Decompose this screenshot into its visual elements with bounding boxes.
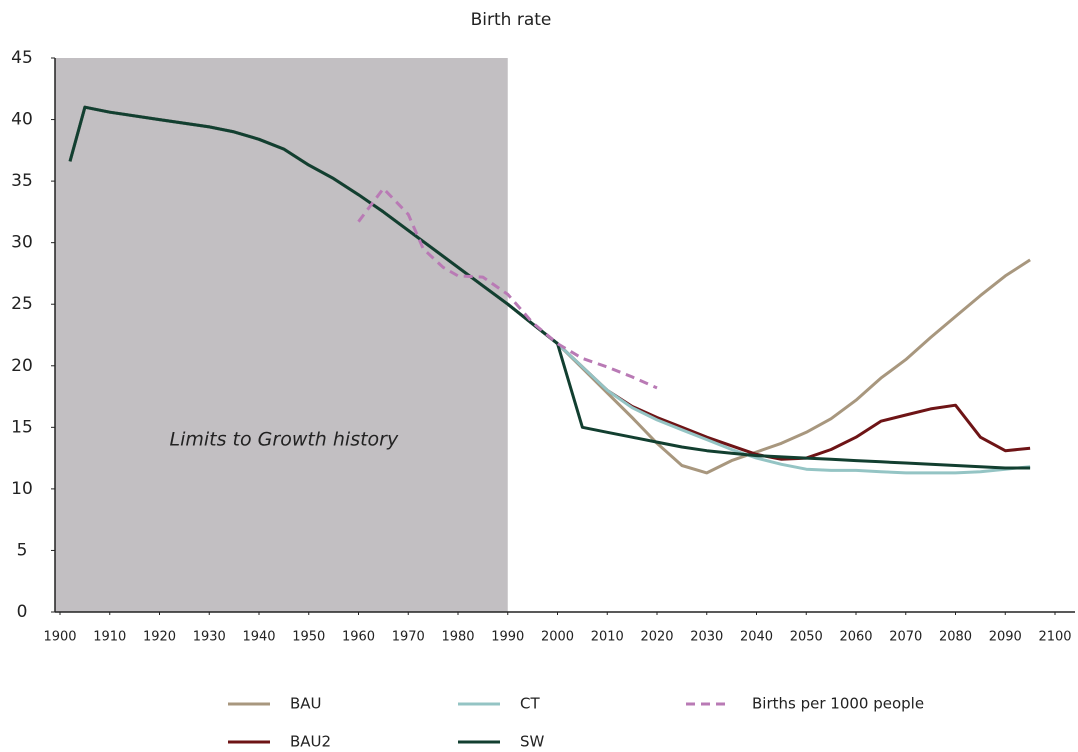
legend-label: SW <box>520 733 545 751</box>
shaded-region <box>55 58 508 612</box>
x-tick-label: 2070 <box>889 630 922 645</box>
x-tick-label: 1910 <box>93 630 126 645</box>
x-tick-label: 2090 <box>989 630 1022 645</box>
x-tick-label: 2010 <box>591 630 624 645</box>
x-tick-label: 1930 <box>193 630 226 645</box>
x-tick-label: 1920 <box>143 630 176 645</box>
chart-title: Birth rate <box>471 10 552 30</box>
series-line <box>357 187 658 390</box>
y-tick-label: 20 <box>11 356 33 376</box>
x-tick-label: 2040 <box>740 630 773 645</box>
x-tick-label: 1950 <box>292 630 325 645</box>
y-tick-label: 45 <box>11 48 33 68</box>
series-line <box>68 105 1031 470</box>
x-tick-label: 1900 <box>43 630 76 645</box>
y-tick-label: 5 <box>17 540 28 560</box>
x-tick-label: 1980 <box>441 630 474 645</box>
x-tick-label: 1940 <box>242 630 275 645</box>
legend-label: BAU2 <box>290 733 331 751</box>
x-tick-label: 2000 <box>541 630 574 645</box>
x-tick-label: 2080 <box>939 630 972 645</box>
x-tick-label: 1990 <box>491 630 524 645</box>
y-tick-label: 15 <box>11 417 33 437</box>
y-tick-label: 40 <box>11 110 33 130</box>
x-tick-label: 2050 <box>790 630 823 645</box>
y-tick-label: 10 <box>11 479 33 499</box>
x-tick-label: 1960 <box>342 630 375 645</box>
y-tick-label: 35 <box>11 171 33 191</box>
x-tick-label: 2030 <box>690 630 723 645</box>
legend-label: BAU <box>290 695 322 713</box>
x-tick-label: 2060 <box>839 630 872 645</box>
annotation: Limits to Growth history <box>170 429 399 451</box>
y-tick-label: 0 <box>17 602 28 622</box>
x-tick-label: 2100 <box>1038 630 1071 645</box>
y-tick-label: 25 <box>11 294 33 314</box>
x-tick-label: 1970 <box>392 630 425 645</box>
y-tick-label: 30 <box>11 233 33 253</box>
x-tick-label: 2020 <box>640 630 673 645</box>
legend-label: CT <box>520 695 540 713</box>
legend-label: Births per 1000 people <box>752 695 924 713</box>
